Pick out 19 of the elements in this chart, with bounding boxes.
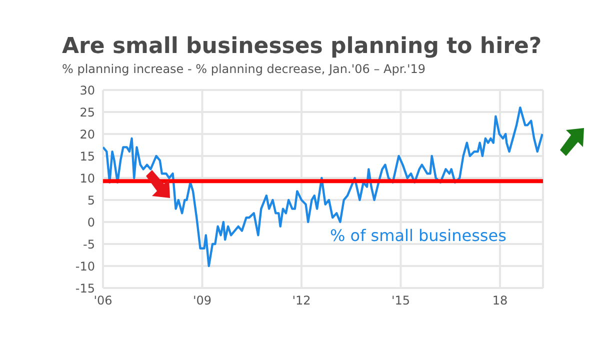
y-tick-label: -5 xyxy=(83,237,95,252)
y-tick-label: -10 xyxy=(75,259,95,274)
y-tick-label: 0 xyxy=(87,215,95,230)
y-tick-label: -15 xyxy=(75,281,95,296)
y-tick-label: 30 xyxy=(80,83,95,98)
y-tick-label: 25 xyxy=(80,105,95,120)
x-tick-label: '06 xyxy=(94,294,112,308)
y-tick-label: 20 xyxy=(80,127,95,142)
x-tick-label: 18 xyxy=(492,294,508,308)
x-tick-label: '12 xyxy=(292,294,311,308)
y-tick-label: 10 xyxy=(80,171,95,186)
chart-title: Are small businesses planning to hire? xyxy=(62,34,542,59)
y-tick-label: 15 xyxy=(80,149,95,164)
chart-subtitle: % planning increase - % planning decrease, Jan.'06 – Apr.'19 xyxy=(62,62,426,76)
x-tick-label: '15 xyxy=(391,294,410,308)
x-tick-label: '09 xyxy=(192,294,212,308)
line-series xyxy=(103,106,543,268)
y-tick-label: 5 xyxy=(87,193,95,208)
series-label: % of small businesses xyxy=(330,226,506,245)
